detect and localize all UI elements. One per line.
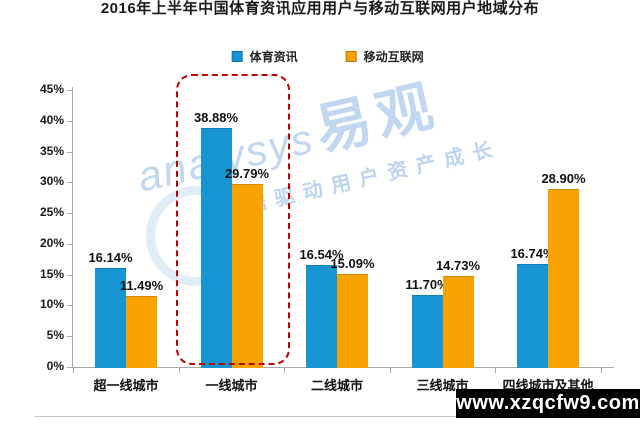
y-axis-tick-label: 40% xyxy=(39,112,64,127)
bar-移动互联网-超一线城市 xyxy=(126,296,157,368)
legend-item-sports-news: 体育资讯 xyxy=(231,48,298,65)
bar-体育资讯-超一线城市 xyxy=(95,268,126,368)
y-tick-mark xyxy=(67,182,72,184)
bar-value-label: 16.14% xyxy=(88,250,133,265)
y-tick-mark xyxy=(67,151,72,153)
bar-value-label: 16.54% xyxy=(299,247,344,262)
y-tick-mark xyxy=(67,213,72,215)
y-axis-tick-label: 5% xyxy=(46,328,64,343)
y-axis-line xyxy=(72,87,73,368)
x-tick-mark xyxy=(178,368,180,373)
highlight-dashed-box xyxy=(175,74,290,365)
y-tick-mark xyxy=(67,305,72,307)
y-axis-tick-label: 45% xyxy=(39,82,64,96)
bar-移动互联网-三线城市 xyxy=(442,276,474,368)
x-tick-mark xyxy=(389,368,391,373)
y-axis-tick-label: 10% xyxy=(39,297,64,312)
bar-value-label: 11.70% xyxy=(405,277,449,292)
y-tick-mark xyxy=(67,90,72,91)
x-tick-mark xyxy=(495,368,496,373)
y-tick-mark xyxy=(67,274,72,276)
site-watermark-banner: www.xzqcfw9.com xyxy=(456,389,640,418)
y-axis-tick-label: 15% xyxy=(39,266,64,281)
bar-体育资讯-二线城市 xyxy=(306,265,337,368)
bar-体育资讯-三线城市 xyxy=(411,295,443,368)
legend-swatch-orange xyxy=(345,51,357,62)
legend-label: 移动互联网 xyxy=(363,50,424,64)
bar-体育资讯-一线城市 xyxy=(200,128,232,368)
bar-value-label: 16.74% xyxy=(510,246,555,261)
legend-item-mobile-internet: 移动互联网 xyxy=(345,48,424,65)
x-tick-mark xyxy=(284,368,285,373)
y-tick-mark xyxy=(67,243,72,245)
x-axis-label-一线城市: 一线城市 xyxy=(205,378,258,393)
x-axis-label-超一线城市: 超一线城市 xyxy=(93,378,159,393)
y-tick-mark xyxy=(67,336,72,338)
legend: 体育资讯 移动互联网 xyxy=(231,48,424,65)
site-url-text: www.xzqcfw9.com xyxy=(456,392,640,414)
x-tick-mark xyxy=(600,368,602,373)
y-axis-tick-label: 35% xyxy=(39,143,64,158)
bar-value-label: 38.88% xyxy=(193,110,239,125)
y-axis-tick-label: 20% xyxy=(39,235,64,250)
chart-title: 2016年上半年中国体育资讯应用用户与移动互联网用户地域分布 xyxy=(100,0,540,17)
y-axis-tick-label: 0% xyxy=(46,359,64,373)
x-axis-label-二线城市: 二线城市 xyxy=(310,378,363,393)
y-axis-tick-label: 25% xyxy=(39,205,64,220)
x-tick-mark xyxy=(73,368,74,373)
bar-移动互联网-二线城市 xyxy=(337,274,368,368)
bar-移动互联网-四线城市及其他 xyxy=(548,189,579,368)
y-tick-mark xyxy=(67,120,72,122)
x-axis-label-三线城市: 三线城市 xyxy=(416,378,469,393)
bar-value-label: 29.79% xyxy=(224,166,270,181)
bar-移动互联网-一线城市 xyxy=(231,184,263,368)
y-tick-mark xyxy=(67,367,72,368)
bar-value-label: 14.73% xyxy=(435,258,481,273)
legend-swatch-blue xyxy=(231,51,243,62)
footer-divider-line xyxy=(35,416,613,417)
bar-体育资讯-四线城市及其他 xyxy=(517,264,548,368)
bar-value-label: 11.49% xyxy=(119,278,164,293)
bar-value-label: 15.09% xyxy=(330,256,375,271)
bar-value-label: 28.90% xyxy=(541,171,586,186)
y-axis-tick-label: 30% xyxy=(39,174,64,189)
legend-label: 体育资讯 xyxy=(249,50,298,64)
analysys-watermark-cn: 易观 xyxy=(309,72,445,163)
